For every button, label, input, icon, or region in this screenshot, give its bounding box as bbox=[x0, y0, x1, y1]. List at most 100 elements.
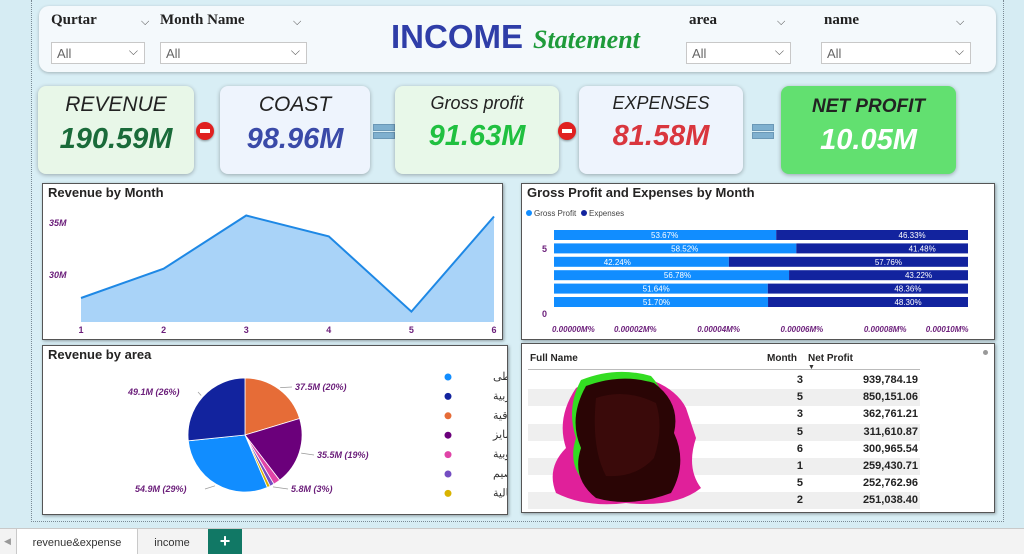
bar-gross-profit bbox=[554, 297, 769, 307]
cell-month: 6 bbox=[796, 442, 803, 455]
leader-line bbox=[204, 485, 216, 490]
bar-label: 42.24% bbox=[604, 258, 631, 267]
legend-marker bbox=[581, 210, 587, 216]
chart-title: Gross Profit and Expenses by Month bbox=[527, 185, 755, 200]
filter-quarter-select[interactable]: All ⌵ bbox=[51, 42, 145, 64]
pie-slice bbox=[187, 377, 246, 442]
x-tick-label: 6 bbox=[491, 325, 496, 335]
chart-title: Revenue by Month bbox=[48, 185, 164, 200]
gross-profit-expenses-chart[interactable]: Gross Profit and Expenses by Month Gross… bbox=[521, 183, 995, 340]
chevron-down-icon[interactable]: ⌵ bbox=[293, 16, 302, 28]
cell-net-profit: 311,610.87 bbox=[863, 425, 918, 438]
bar-expenses bbox=[767, 283, 968, 294]
cell-month: 5 bbox=[796, 425, 803, 438]
bar-expenses bbox=[789, 270, 968, 281]
kpi-gross-profit-label: Gross profit bbox=[430, 93, 524, 113]
revenue-by-area-chart[interactable]: Revenue by area 54.9M (29%) 49.1M (26%) 37… bbox=[42, 345, 508, 515]
bar-label: 58.52% bbox=[671, 244, 698, 253]
cell-month: 1 bbox=[796, 460, 803, 472]
bar-expenses bbox=[776, 230, 968, 240]
filter-quarter[interactable]: Qurtar ⌵ All ⌵ bbox=[51, 12, 149, 64]
chevron-down-icon: ⌵ bbox=[774, 44, 784, 58]
cell-net-profit: 259,430.71 bbox=[862, 460, 918, 472]
bar-gross-profit bbox=[554, 283, 768, 294]
revenue-by-month-chart[interactable]: Revenue by Month 30M 35M 1 2 3 4 5 6 bbox=[42, 183, 503, 340]
filter-month[interactable]: Month Name ⌵ All ⌵ bbox=[160, 12, 307, 64]
y-tick-label: 35M bbox=[49, 218, 67, 228]
tab-revenue-expense[interactable]: revenue&expense bbox=[16, 529, 138, 554]
filter-name-value: All bbox=[827, 46, 842, 61]
x-tick-label: 0.00006M% bbox=[781, 325, 824, 334]
header-month[interactable]: Month bbox=[767, 353, 797, 364]
bar-expenses bbox=[796, 243, 968, 254]
cell-net-profit: 300,965.54 bbox=[862, 442, 918, 455]
legend-marker bbox=[444, 431, 452, 439]
bar-label: 43.22% bbox=[905, 271, 932, 280]
legend-marker bbox=[444, 392, 452, 400]
sort-desc-icon[interactable]: ▼ bbox=[808, 364, 815, 371]
filter-month-value: All bbox=[166, 46, 181, 61]
x-tick-label: 0.00002M% bbox=[614, 325, 657, 334]
tab-label: revenue&expense bbox=[32, 537, 122, 549]
kpi-revenue-value: 190.59M bbox=[59, 123, 173, 155]
data-label: 54.9M (29%) bbox=[135, 484, 187, 494]
filter-quarter-value: All bbox=[57, 46, 72, 61]
cell-net-profit: 939,784.19 bbox=[862, 374, 918, 386]
title-main: INCOME bbox=[391, 18, 523, 55]
filter-name-label: name bbox=[824, 12, 859, 28]
add-page-button[interactable]: + bbox=[208, 529, 242, 554]
filter-area-label: area bbox=[689, 12, 718, 28]
net-profit-table[interactable]: Full Name Month Net Profit ▼ 3 939,784.19… bbox=[521, 343, 995, 513]
filter-month-label: Month Name bbox=[160, 12, 245, 28]
kpi-revenue: REVENUE 190.59M bbox=[38, 86, 194, 174]
header-divider bbox=[528, 369, 920, 370]
pie-slice bbox=[244, 377, 301, 436]
x-tick-label: 0.00008M% bbox=[864, 325, 907, 334]
filter-quarter-label: Qurtar bbox=[51, 12, 97, 28]
filter-area-value: All bbox=[692, 46, 707, 61]
scroll-left-icon[interactable]: ◀ bbox=[4, 536, 11, 546]
kpi-revenue-label: REVENUE bbox=[65, 93, 167, 116]
legend-marker bbox=[526, 210, 532, 216]
series-line bbox=[80, 214, 495, 314]
header-full-name[interactable]: Full Name bbox=[530, 353, 578, 364]
leader-line bbox=[301, 452, 315, 456]
x-tick-label: 0.00000M% bbox=[552, 325, 595, 334]
tab-income[interactable]: income bbox=[140, 529, 204, 554]
kpi-gross-profit: Gross profit 91.63M bbox=[395, 86, 559, 174]
x-tick-label: 4 bbox=[326, 325, 331, 335]
y-tick-label: 5 bbox=[542, 244, 547, 254]
x-tick-label: 1 bbox=[78, 325, 83, 335]
chevron-down-icon[interactable]: ⌵ bbox=[956, 16, 965, 28]
chevron-down-icon[interactable]: ⌵ bbox=[141, 16, 150, 28]
chevron-down-icon[interactable]: ⌵ bbox=[777, 16, 786, 28]
equals-icon bbox=[752, 124, 774, 139]
header-net-profit[interactable]: Net Profit bbox=[808, 353, 853, 364]
x-tick-label: 2 bbox=[161, 325, 166, 335]
kpi-expenses: EXPENSES 81.58M bbox=[579, 86, 743, 174]
filter-name[interactable]: name ⌵ All ⌵ bbox=[821, 12, 971, 64]
kpi-net-profit: NET PROFIT 10.05M bbox=[781, 86, 956, 174]
legend-label: Expenses bbox=[589, 209, 624, 218]
filter-area[interactable]: area ⌵ All ⌵ bbox=[686, 12, 791, 64]
scrollbar-thumb[interactable] bbox=[983, 350, 988, 355]
gross-profit-expenses-svg: Gross Profit Expenses 53.67% 46.33% 58.52% 41… bbox=[526, 209, 969, 334]
legend-label: Gross Profit bbox=[534, 209, 577, 218]
bar-expenses bbox=[768, 297, 968, 307]
chart-title: Revenue by area bbox=[48, 347, 152, 362]
kpi-gross-profit-value: 91.63M bbox=[428, 120, 526, 152]
filter-month-select[interactable]: All ⌵ bbox=[160, 42, 307, 64]
kpi-coast-value: 98.96M bbox=[246, 123, 344, 155]
area-fill bbox=[81, 215, 494, 322]
bar-label: 46.33% bbox=[899, 231, 926, 240]
filter-area-select[interactable]: All ⌵ bbox=[686, 42, 791, 64]
filter-name-select[interactable]: All ⌵ bbox=[821, 42, 971, 64]
page-title: INCOME Statement bbox=[391, 18, 640, 56]
data-label: 35.5M (19%) bbox=[317, 450, 369, 460]
x-tick-label: 3 bbox=[244, 325, 249, 335]
page-tabs: ◀ revenue&expense income + bbox=[0, 528, 1024, 554]
legend-marker bbox=[444, 470, 452, 478]
legend-label: الجنوبية bbox=[493, 449, 507, 461]
cell-net-profit: 362,761.21 bbox=[862, 408, 918, 421]
minus-icon bbox=[196, 122, 214, 140]
